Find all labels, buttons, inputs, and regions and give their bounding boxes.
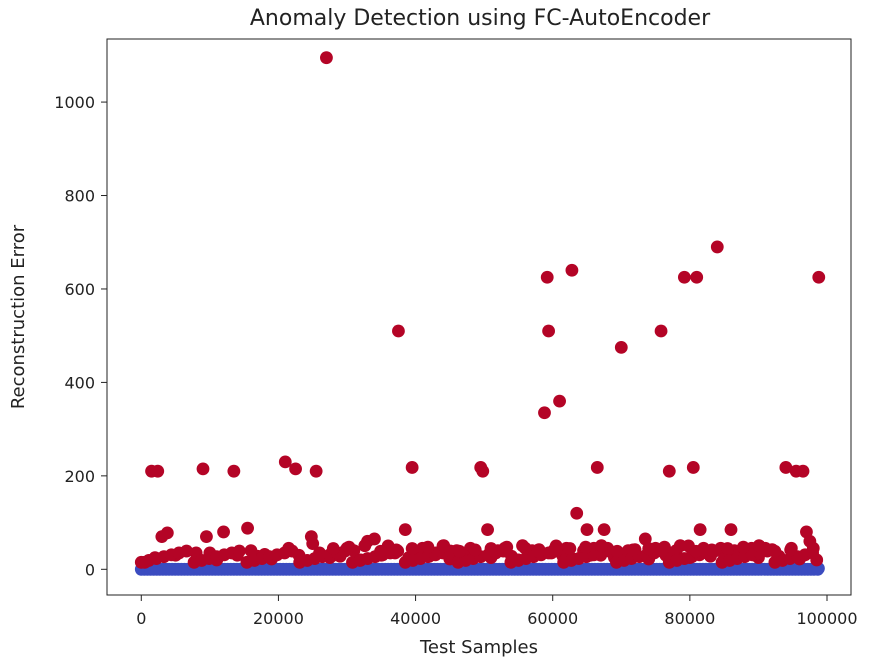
anomaly-point — [405, 542, 419, 555]
anomaly-point — [658, 540, 671, 554]
anomaly-point — [320, 51, 333, 65]
anomaly-point — [531, 544, 545, 558]
y-tick-label: 200 — [64, 467, 95, 486]
anomaly-point — [553, 394, 566, 408]
anomaly-point — [662, 464, 676, 478]
anomaly-point — [374, 544, 387, 558]
anomaly-point — [538, 406, 551, 420]
anomaly-point — [540, 270, 554, 284]
anomaly-point — [784, 543, 798, 557]
x-tick-label: 60000 — [527, 609, 578, 628]
anomaly-point — [200, 530, 213, 543]
anomaly-point — [542, 324, 555, 338]
anomaly-point — [570, 506, 584, 520]
anomaly-point — [476, 464, 490, 478]
anomaly-point — [673, 539, 687, 553]
anomaly-point — [796, 464, 810, 478]
anomaly-point — [595, 539, 608, 553]
x-tick-label: 0 — [136, 609, 146, 628]
anomaly-point — [642, 542, 656, 555]
anomaly-point — [610, 544, 624, 558]
y-axis-ticks: 0 200 400 600 800 1000 — [54, 93, 107, 579]
anomaly-point — [227, 464, 241, 478]
anomaly-point — [392, 324, 405, 338]
anomaly-point — [768, 544, 782, 558]
anomaly-point — [484, 542, 498, 555]
y-tick-label: 800 — [64, 187, 95, 206]
anomaly-point — [579, 540, 593, 554]
anomaly-point — [689, 544, 703, 558]
anomaly-point — [565, 263, 579, 277]
anomaly-point — [563, 542, 577, 555]
anomaly-point — [368, 532, 381, 546]
anomaly-point — [614, 340, 628, 354]
anomaly-point — [217, 525, 230, 539]
y-tick-label: 1000 — [54, 93, 95, 112]
anomaly-point — [405, 461, 419, 474]
anomaly-point — [721, 542, 734, 555]
anomaly-point — [710, 240, 724, 254]
anomaly-point — [285, 544, 299, 558]
anomaly-point — [453, 544, 466, 558]
anomaly-point — [724, 523, 738, 536]
anomaly-point — [244, 544, 258, 558]
anomaly-point — [180, 544, 193, 558]
y-axis-label: Reconstruction Error — [8, 224, 29, 409]
anomaly-point — [342, 540, 356, 554]
anomaly-point — [779, 461, 793, 474]
anomaly-point — [358, 539, 372, 553]
anomaly-point — [547, 543, 561, 557]
x-axis-ticks: 0 20000 40000 60000 80000 100000 — [136, 595, 858, 628]
anomaly-point — [398, 523, 412, 536]
anomaly-point — [306, 537, 320, 551]
anomaly-point — [278, 455, 292, 469]
anomaly-point — [626, 543, 640, 557]
anomaly-point — [160, 526, 174, 540]
anomaly-point — [690, 270, 704, 284]
anomaly-point — [437, 539, 451, 553]
anomaly-point — [500, 540, 514, 554]
axes-frame — [106, 38, 852, 596]
plot-area — [134, 51, 826, 576]
anomaly-point — [151, 464, 165, 478]
anomaly-point — [389, 543, 403, 557]
anomaly-point — [806, 546, 819, 560]
anomaly-point — [686, 461, 700, 474]
x-tick-label: 80000 — [664, 609, 715, 628]
y-tick-label: 600 — [64, 280, 95, 299]
y-tick-label: 0 — [85, 560, 95, 579]
anomaly-point — [468, 543, 482, 557]
anomaly-point — [580, 523, 594, 536]
chart-title: Anomaly Detection using FC-AutoEncoder — [250, 6, 711, 31]
anomaly-point — [693, 523, 707, 536]
anomaly-point — [654, 324, 668, 338]
anomaly-point — [516, 539, 529, 553]
anomaly-point — [241, 521, 254, 535]
x-tick-label: 100000 — [796, 609, 857, 628]
anomaly-point — [481, 523, 494, 536]
anomaly-point — [196, 462, 210, 476]
anomaly-point — [752, 539, 766, 553]
anomaly-point — [597, 523, 611, 536]
anomaly-point — [812, 270, 826, 284]
anomaly-point — [326, 542, 340, 555]
anomaly-point — [232, 544, 246, 558]
anomaly-point — [677, 270, 691, 284]
anomaly-point — [736, 540, 750, 554]
x-tick-label: 20000 — [253, 609, 304, 628]
anomaly-point — [705, 543, 719, 557]
anomaly-point — [289, 462, 302, 476]
anomaly-point — [590, 461, 604, 474]
anomaly-point — [421, 540, 435, 554]
anomaly-point — [309, 464, 323, 478]
y-tick-label: 400 — [64, 373, 95, 392]
x-axis-label: Test Samples — [419, 637, 538, 658]
x-tick-label: 40000 — [390, 609, 441, 628]
